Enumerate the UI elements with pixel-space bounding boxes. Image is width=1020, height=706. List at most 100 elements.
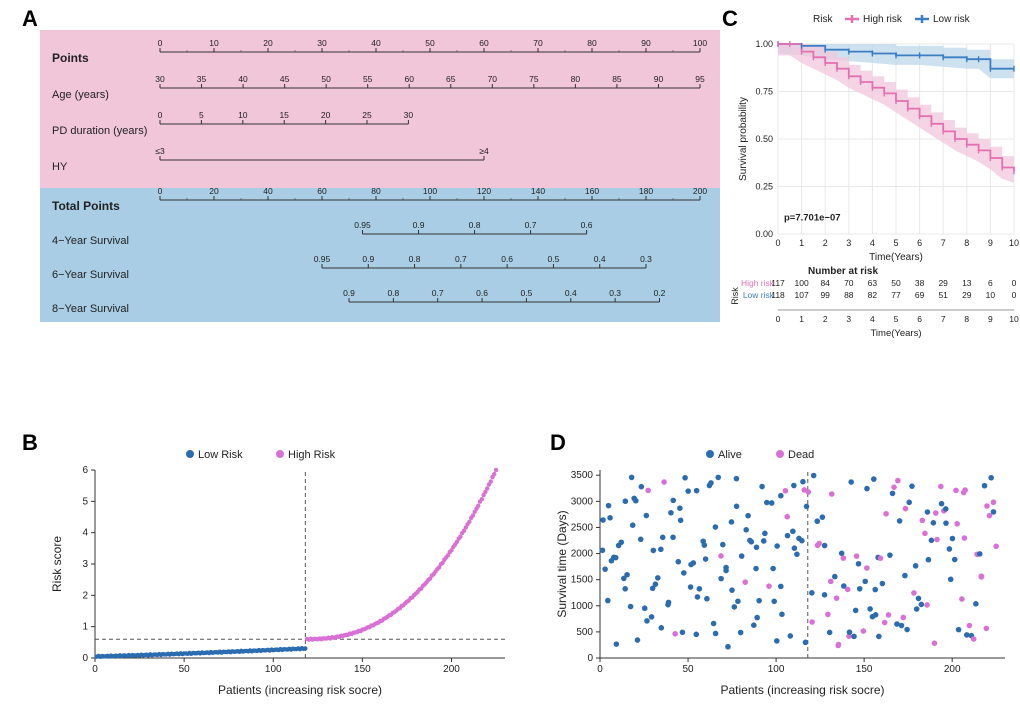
svg-text:1000: 1000 (571, 601, 594, 612)
svg-text:120: 120 (477, 186, 491, 196)
svg-text:2: 2 (82, 590, 88, 601)
svg-text:High risk: High risk (863, 14, 903, 25)
svg-text:50: 50 (682, 664, 694, 675)
svg-text:High risk: High risk (741, 278, 775, 288)
svg-text:99: 99 (820, 290, 830, 300)
svg-text:4: 4 (870, 238, 875, 248)
svg-text:75: 75 (529, 74, 539, 84)
svg-text:Patients (increasing risk socr: Patients (increasing risk socre) (720, 683, 884, 697)
svg-text:0.6: 0.6 (581, 220, 593, 230)
svg-text:8: 8 (964, 314, 969, 324)
svg-text:7: 7 (941, 314, 946, 324)
svg-text:7: 7 (941, 238, 946, 248)
svg-text:2: 2 (823, 238, 828, 248)
svg-text:500: 500 (576, 627, 593, 638)
svg-text:HY: HY (52, 161, 68, 173)
svg-text:Age (years): Age (years) (52, 89, 109, 101)
svg-text:0.95: 0.95 (314, 254, 331, 264)
svg-text:117: 117 (771, 278, 785, 288)
svg-text:0: 0 (1012, 290, 1017, 300)
svg-text:107: 107 (795, 290, 809, 300)
svg-text:0: 0 (587, 653, 593, 664)
svg-text:95: 95 (695, 74, 705, 84)
svg-text:0: 0 (158, 38, 163, 48)
svg-text:9: 9 (988, 238, 993, 248)
svg-text:45: 45 (280, 74, 290, 84)
svg-text:70: 70 (533, 38, 543, 48)
svg-text:0.4: 0.4 (594, 254, 606, 264)
svg-text:38: 38 (915, 278, 925, 288)
svg-text:1.00: 1.00 (755, 39, 773, 49)
svg-text:29: 29 (962, 290, 972, 300)
svg-text:Low risk: Low risk (933, 14, 971, 25)
svg-text:0.5: 0.5 (548, 254, 560, 264)
svg-text:0.2: 0.2 (654, 288, 666, 298)
svg-text:0.6: 0.6 (501, 254, 513, 264)
svg-text:4: 4 (870, 314, 875, 324)
svg-text:3: 3 (846, 314, 851, 324)
svg-text:20: 20 (321, 110, 331, 120)
svg-text:0: 0 (158, 110, 163, 120)
svg-text:0.9: 0.9 (413, 220, 425, 230)
svg-text:150: 150 (856, 664, 873, 675)
svg-text:0: 0 (1012, 278, 1017, 288)
svg-text:0.9: 0.9 (362, 254, 374, 264)
svg-text:40: 40 (238, 74, 248, 84)
svg-text:100: 100 (265, 664, 282, 675)
svg-text:0.7: 0.7 (432, 288, 444, 298)
svg-text:40: 40 (371, 38, 381, 48)
svg-text:13: 13 (962, 278, 972, 288)
svg-text:Survival probability: Survival probability (738, 97, 749, 181)
svg-text:3500: 3500 (571, 470, 594, 481)
svg-text:30: 30 (404, 110, 414, 120)
svg-text:0.8: 0.8 (469, 220, 481, 230)
svg-text:4−Year Survival: 4−Year Survival (52, 235, 129, 247)
svg-text:Risk score: Risk score (50, 536, 64, 592)
svg-text:77: 77 (891, 290, 901, 300)
svg-text:5: 5 (82, 496, 88, 507)
svg-text:180: 180 (639, 186, 653, 196)
svg-text:100: 100 (423, 186, 437, 196)
svg-text:≤3: ≤3 (155, 146, 165, 156)
svg-text:82: 82 (868, 290, 878, 300)
svg-text:Risk: Risk (813, 14, 833, 25)
svg-text:90: 90 (654, 74, 664, 84)
svg-text:Points: Points (52, 51, 89, 65)
svg-text:25: 25 (362, 110, 372, 120)
svg-text:35: 35 (197, 74, 207, 84)
svg-text:6−Year Survival: 6−Year Survival (52, 269, 129, 281)
svg-text:0.7: 0.7 (455, 254, 467, 264)
svg-text:Alive: Alive (718, 449, 742, 461)
svg-text:8: 8 (964, 238, 969, 248)
svg-text:0.00: 0.00 (755, 229, 773, 239)
svg-text:30: 30 (317, 38, 327, 48)
svg-text:0.75: 0.75 (755, 87, 773, 97)
svg-text:100: 100 (693, 38, 707, 48)
svg-text:60: 60 (317, 186, 327, 196)
svg-text:Number at risk: Number at risk (808, 266, 878, 277)
svg-text:6: 6 (917, 314, 922, 324)
svg-text:69: 69 (915, 290, 925, 300)
svg-text:High Risk: High Risk (288, 449, 336, 461)
svg-text:85: 85 (612, 74, 622, 84)
svg-text:0.8: 0.8 (409, 254, 421, 264)
svg-text:40: 40 (263, 186, 273, 196)
svg-text:Dead: Dead (788, 449, 814, 461)
panel-label-b: B (22, 430, 38, 456)
svg-text:0: 0 (775, 238, 780, 248)
svg-text:50: 50 (425, 38, 435, 48)
svg-text:70: 70 (844, 278, 854, 288)
survival-status-scatter: 0501001502000500100015002000250030003500… (540, 440, 1020, 700)
svg-text:29: 29 (938, 278, 948, 288)
svg-text:0.95: 0.95 (354, 220, 371, 230)
svg-text:5: 5 (199, 110, 204, 120)
svg-text:10: 10 (986, 290, 996, 300)
svg-text:10: 10 (209, 38, 219, 48)
svg-text:10: 10 (238, 110, 248, 120)
svg-text:0.3: 0.3 (609, 288, 621, 298)
svg-text:2500: 2500 (571, 522, 594, 533)
svg-text:90: 90 (641, 38, 651, 48)
svg-text:0.3: 0.3 (640, 254, 652, 264)
risk-score-scatter: 0501001502000123456Patients (increasing … (40, 440, 520, 700)
panel-label-a: A (22, 6, 38, 32)
